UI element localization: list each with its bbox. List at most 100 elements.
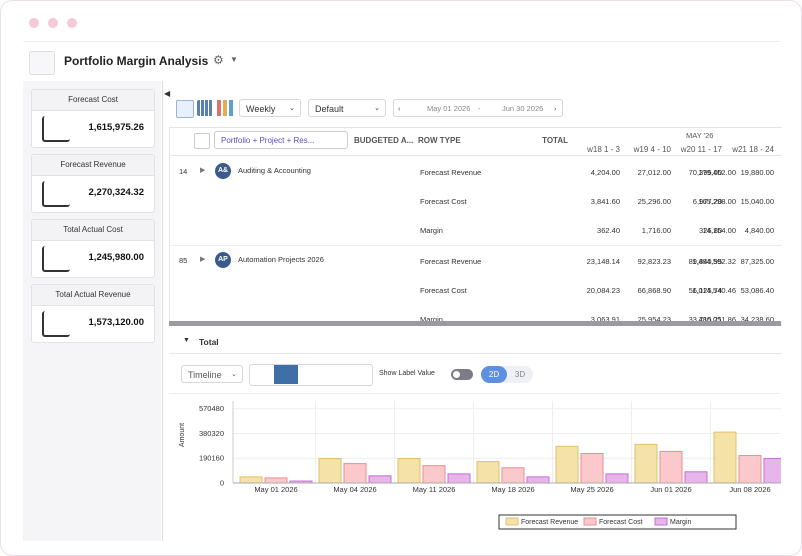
mode-3d[interactable]: 3D xyxy=(514,370,526,379)
cell-value: 15,040.00 xyxy=(740,197,774,206)
cell-value: 4,840.00 xyxy=(744,226,774,235)
chart-icon-selected[interactable] xyxy=(274,365,298,384)
bar xyxy=(318,458,342,484)
cell-value: 165,298.00 xyxy=(698,197,736,206)
x-tick-label: Jun 08 2026 xyxy=(729,485,770,494)
next-button[interactable]: › xyxy=(554,104,557,113)
bar xyxy=(368,475,392,484)
bars xyxy=(239,431,781,484)
kpi-label: Forecast Revenue xyxy=(32,155,154,176)
month-header: MAY '26 xyxy=(686,131,714,140)
kpi-value: 1,245,980.00 xyxy=(88,252,144,263)
kpi-label: Forecast Cost xyxy=(32,90,154,111)
legend xyxy=(498,514,737,530)
bar xyxy=(605,473,629,484)
chart-area xyxy=(169,393,781,542)
splitter[interactable] xyxy=(169,321,781,326)
column-header: TOTAL xyxy=(542,136,568,145)
bar xyxy=(738,455,762,484)
row-type: Margin xyxy=(420,315,443,324)
start-date: May 01 2026 xyxy=(427,104,471,113)
chart-type-text: Timeline xyxy=(188,370,222,380)
cell-value: 27,012.00 xyxy=(637,168,671,177)
cell-value: 6,977.20 xyxy=(692,197,722,206)
kpi-card: Total Actual Cost 1,245,980.00 xyxy=(31,219,155,278)
row-border xyxy=(170,245,782,246)
y-tick-label: 570480 xyxy=(199,404,224,413)
row-type: Forecast Cost xyxy=(420,197,467,206)
bar xyxy=(555,445,579,484)
prev-button[interactable]: ‹ xyxy=(398,104,401,113)
window-dot xyxy=(29,18,39,28)
cell-value: 25,296.00 xyxy=(637,197,671,206)
row-type: Forecast Revenue xyxy=(420,168,482,177)
cell-value: 326.80 xyxy=(699,226,722,235)
y-axis-label: Amount xyxy=(179,423,186,447)
cell-value: 66,868.90 xyxy=(637,286,671,295)
divider xyxy=(169,353,781,354)
x-tick-label: May 11 2026 xyxy=(413,485,456,494)
cell-value: 4,204.00 xyxy=(590,168,620,177)
legend-label: Margin xyxy=(670,519,692,526)
cell-value: 14,154.00 xyxy=(702,226,736,235)
view-grid[interactable] xyxy=(197,100,213,116)
cell-value: 19,880.00 xyxy=(740,168,774,177)
collapse-arrow[interactable]: ◀ xyxy=(164,89,171,98)
row-type: Margin xyxy=(420,226,443,235)
period-select[interactable]: Weekly ⌄ xyxy=(239,99,301,117)
legend-swatch xyxy=(654,517,668,526)
week-header: w20 11 - 17 xyxy=(680,145,722,154)
label-toggle-text: Show Label Value xyxy=(379,370,435,377)
cell-value: 53,086.40 xyxy=(740,286,774,295)
bar xyxy=(264,477,288,484)
cell-value: 33,715.21 xyxy=(688,315,722,324)
date-range[interactable]: ‹ May 01 2026 - Jun 30 2026 › xyxy=(393,99,563,117)
settings-icon[interactable]: ⚙ xyxy=(213,53,224,67)
summary-toggle[interactable]: ▼ xyxy=(183,337,190,344)
chart-icons xyxy=(249,364,373,386)
row-name: Automation Projects 2026 xyxy=(238,255,324,264)
bar xyxy=(634,443,658,484)
cell-value: 25,954.23 xyxy=(637,315,671,324)
summary-title: Total xyxy=(199,337,219,347)
row-badge: AP xyxy=(215,252,231,268)
cell-value: 362.40 xyxy=(597,226,620,235)
kpi-label: Total Actual Cost xyxy=(32,220,154,241)
bar xyxy=(239,476,263,484)
y-tick-label: 0 xyxy=(220,479,224,488)
cell-value: 179,452.00 xyxy=(698,168,736,177)
mode-2d[interactable]: 2D xyxy=(481,366,507,383)
page-title: Portfolio Margin Analysis xyxy=(64,54,209,68)
bar xyxy=(526,476,550,484)
x-tick-label: May 25 2026 xyxy=(570,485,613,494)
bar xyxy=(397,458,421,484)
legend-label: Forecast Revenue xyxy=(521,519,578,526)
row-badge: A& xyxy=(215,163,231,179)
cell-value: 87,325.00 xyxy=(740,257,774,266)
label-toggle[interactable] xyxy=(451,369,473,380)
kpi-icon xyxy=(42,116,70,142)
view-grid-chart[interactable] xyxy=(176,100,194,118)
range-dash: - xyxy=(478,104,481,113)
group-select: Portfolio + Project + Res... xyxy=(214,131,348,149)
cell-value: 1,494,592.32 xyxy=(692,257,736,266)
row-id: 85 xyxy=(179,256,188,265)
chart-type-select[interactable]: Timeline ⌄ xyxy=(181,365,243,383)
cell-value: 23,148.14 xyxy=(586,257,620,266)
kpi-label: Total Actual Revenue xyxy=(32,285,154,306)
row-name: Auditing & Accounting xyxy=(238,166,311,175)
view-select[interactable]: Default ⌄ xyxy=(308,99,386,117)
cell-value: 56,125.74 xyxy=(688,286,722,295)
expand-all xyxy=(194,133,210,149)
x-tick-label: Jun 01 2026 xyxy=(650,485,691,494)
column-header: ROW TYPE xyxy=(418,136,461,145)
window-dot xyxy=(67,18,77,28)
x-tick-label: May 04 2026 xyxy=(333,485,376,494)
cell-value: 1,716.00 xyxy=(641,226,671,235)
settings-caret[interactable]: ▼ xyxy=(230,55,238,64)
view-chart[interactable] xyxy=(217,100,233,116)
column-header: BUDGETED A... xyxy=(354,136,414,145)
week-header: w19 4 - 10 xyxy=(633,145,671,154)
cell-value: 3,063.91 xyxy=(590,315,620,324)
kpi-icon xyxy=(42,246,70,272)
